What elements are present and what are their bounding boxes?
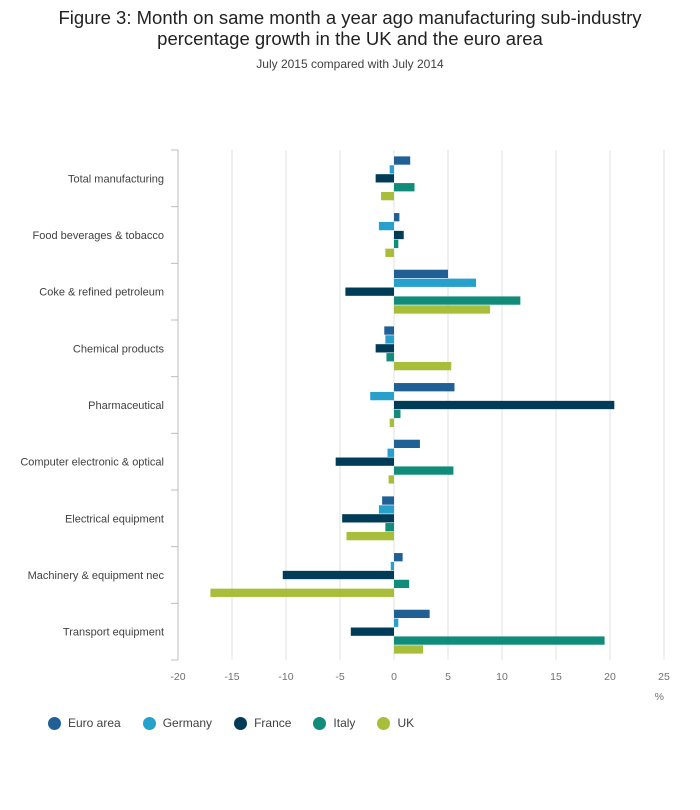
- bar-italy-0[interactable]: [394, 183, 415, 192]
- x-tick-label: -20: [170, 671, 185, 683]
- bar-france-0[interactable]: [375, 174, 394, 183]
- legend-item-uk[interactable]: UK: [377, 716, 414, 730]
- bar-germany-4[interactable]: [370, 391, 394, 401]
- bar-uk-1[interactable]: [385, 248, 394, 257]
- bar-euro-area-8[interactable]: [394, 609, 430, 619]
- bar-chart: Total manufacturing Food beverages & toba…: [20, 149, 670, 703]
- category-label: Transport equipment: [63, 627, 164, 639]
- bar-france-4[interactable]: [394, 400, 615, 410]
- legend-swatch: [234, 716, 248, 730]
- bar-uk-8[interactable]: [394, 645, 424, 654]
- bar-france-1[interactable]: [394, 230, 404, 240]
- category-label: Food beverages & tobacco: [33, 230, 164, 242]
- bar-italy-4[interactable]: [394, 409, 401, 419]
- bar-germany-2[interactable]: [394, 278, 477, 287]
- category-label: Machinery & equipment nec: [28, 570, 165, 582]
- bar-italy-6[interactable]: [385, 523, 394, 532]
- category-labels: Total manufacturing Food beverages & toba…: [20, 173, 164, 638]
- legend-swatch: [377, 716, 391, 730]
- bar-italy-1[interactable]: [394, 239, 399, 249]
- chart-subtitle: July 2015 compared with July 2014: [256, 57, 444, 71]
- legend-label: Germany: [162, 716, 213, 730]
- x-tick-label: 20: [604, 671, 616, 683]
- category-label: Electrical equipment: [65, 513, 164, 525]
- legend-item-italy[interactable]: Italy: [313, 716, 355, 730]
- bar-uk-2[interactable]: [394, 305, 491, 314]
- bar-germany-5[interactable]: [387, 448, 394, 457]
- bar-italy-7[interactable]: [394, 579, 410, 589]
- bar-germany-3[interactable]: [385, 335, 394, 344]
- category-label: Computer electronic & optical: [20, 457, 164, 469]
- bar-euro-area-6[interactable]: [382, 496, 394, 505]
- chart-title: Figure 3: Month on same month a year ago…: [0, 7, 700, 49]
- bar-italy-5[interactable]: [394, 466, 454, 475]
- bar-uk-4[interactable]: [389, 418, 394, 427]
- bar-france-7[interactable]: [282, 570, 394, 580]
- bar-france-3[interactable]: [375, 344, 394, 353]
- y-axis: [171, 149, 179, 661]
- bar-france-8[interactable]: [350, 627, 394, 636]
- chart-title-line-1: Figure 3: Month on same month a year ago…: [58, 7, 642, 28]
- bar-france-6[interactable]: [342, 514, 394, 523]
- bar-germany-8[interactable]: [394, 618, 399, 627]
- x-tick-label: -10: [278, 671, 293, 683]
- legend-label: Italy: [333, 716, 356, 730]
- bar-euro-area-5[interactable]: [394, 439, 420, 449]
- x-tick-label: -15: [224, 671, 239, 683]
- legend-item-euro-area[interactable]: Euro area: [48, 716, 121, 730]
- bar-france-5[interactable]: [335, 457, 394, 466]
- legend-label: France: [254, 716, 292, 730]
- bar-italy-3[interactable]: [386, 353, 394, 362]
- x-axis-ticks: -20 -15 -10 -5 0 5 10 15 20 25%: [170, 671, 670, 703]
- bar-euro-area-2[interactable]: [394, 269, 448, 279]
- legend-label: Euro area: [68, 716, 121, 730]
- bar-italy-2[interactable]: [394, 296, 521, 305]
- legend-swatch: [313, 716, 327, 730]
- bar-euro-area-3[interactable]: [384, 326, 394, 335]
- category-label: Total manufacturing: [68, 173, 164, 185]
- bar-italy-8[interactable]: [394, 636, 605, 645]
- bar-germany-6[interactable]: [378, 505, 394, 514]
- bar-euro-area-4[interactable]: [394, 383, 455, 392]
- x-tick-label: -5: [335, 671, 344, 683]
- bar-uk-0[interactable]: [381, 191, 394, 201]
- category-label: Coke & refined petroleum: [39, 287, 164, 299]
- legend-item-germany[interactable]: Germany: [142, 716, 213, 730]
- legend-item-france[interactable]: France: [234, 716, 291, 730]
- bar-euro-area-1[interactable]: [394, 213, 400, 222]
- legend-label: UK: [397, 716, 415, 730]
- bar-uk-3[interactable]: [394, 361, 452, 371]
- legend-swatch: [142, 716, 156, 730]
- x-tick-label: 15: [550, 671, 562, 683]
- x-axis-unit-label: %: [655, 691, 664, 703]
- bar-uk-7[interactable]: [210, 588, 394, 597]
- bar-uk-6[interactable]: [346, 531, 394, 541]
- x-tick-label: 0: [391, 671, 397, 683]
- legend: Euro area Germany France Italy UK: [48, 716, 436, 730]
- bar-germany-7[interactable]: [390, 561, 394, 571]
- category-label: Pharmaceutical: [88, 400, 164, 412]
- x-tick-label: 10: [496, 671, 508, 683]
- x-tick-label: 25: [658, 671, 670, 683]
- bar-euro-area-7[interactable]: [394, 553, 403, 562]
- chart-title-line-2: percentage growth in the UK and the euro…: [157, 28, 543, 49]
- category-label: Chemical products: [73, 343, 165, 355]
- bar-germany-0[interactable]: [389, 165, 394, 174]
- bar-euro-area-0[interactable]: [394, 156, 411, 165]
- bar-france-2[interactable]: [345, 287, 394, 296]
- bar-uk-5[interactable]: [388, 475, 394, 484]
- bar-germany-1[interactable]: [378, 221, 394, 231]
- bars: [210, 156, 615, 654]
- x-tick-label: 5: [445, 671, 451, 683]
- legend-swatch: [48, 716, 61, 730]
